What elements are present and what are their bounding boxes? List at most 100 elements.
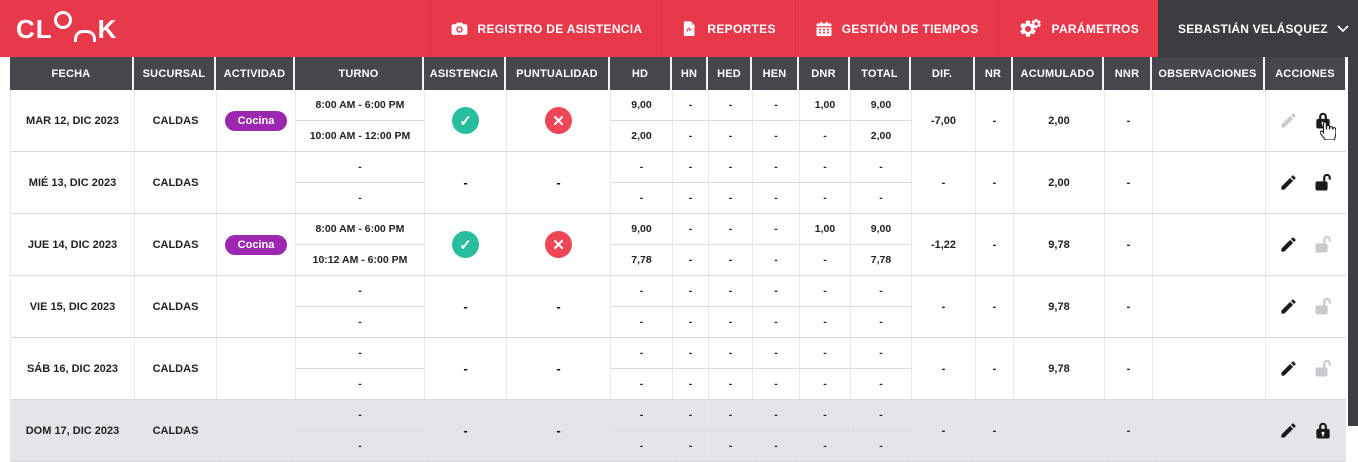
table-row: MIÉ 13, DIC 2023 CALDAS - - - - - - - - - - - - - - - - - -… bbox=[10, 152, 1346, 214]
edit-button[interactable] bbox=[1279, 173, 1298, 192]
column-header-nnr: NNR bbox=[1104, 57, 1152, 90]
total-value: 2,00 bbox=[870, 130, 892, 142]
cell-dif: - bbox=[912, 400, 976, 461]
hd-value: - bbox=[639, 440, 644, 452]
nav-menu: REGISTRO DE ASISTENCIA REPORTES GESTIÓN DE… bbox=[429, 0, 1158, 57]
cell-observaciones bbox=[1153, 90, 1266, 151]
hn-value: - bbox=[688, 316, 693, 328]
cell-asistencia: - bbox=[425, 152, 507, 213]
cell-nnr: - bbox=[1105, 276, 1153, 337]
cell-dnr: -- bbox=[800, 400, 851, 461]
lock-button[interactable] bbox=[1313, 111, 1333, 131]
edit-button[interactable] bbox=[1279, 421, 1298, 440]
column-header-acumulado: ACUMULADO bbox=[1013, 57, 1104, 90]
dnr-value: - bbox=[823, 130, 827, 142]
column-header-hen: HEN bbox=[752, 57, 799, 90]
nav-item-gesti-n-de-tiempos[interactable]: GESTIÓN DE TIEMPOS bbox=[794, 0, 998, 57]
user-menu[interactable]: SEBASTIÁN VELÁSQUEZ bbox=[1158, 0, 1358, 57]
dnr-value: - bbox=[823, 316, 827, 328]
cell-hen: -- bbox=[753, 338, 800, 399]
cell-fecha: JUE 14, DIC 2023 bbox=[11, 214, 135, 275]
hn-value: - bbox=[673, 338, 708, 369]
hen-value: - bbox=[753, 276, 799, 307]
cell-total: -- bbox=[851, 276, 912, 337]
lock-button[interactable] bbox=[1313, 421, 1333, 441]
cell-hn: -- bbox=[673, 276, 709, 337]
column-header-observaciones: OBSERVACIONES bbox=[1152, 57, 1265, 90]
cell-actividad bbox=[217, 152, 296, 213]
cell-total: -- bbox=[851, 152, 912, 213]
nav-item-label: REPORTES bbox=[707, 21, 776, 36]
hed-value: - bbox=[728, 440, 733, 452]
hed-value: - bbox=[709, 400, 752, 431]
edit-button[interactable] bbox=[1279, 111, 1298, 130]
attendance-table: FECHA SUCURSAL ACTIVIDAD TURNO ASISTENCIA PUN… bbox=[10, 57, 1346, 462]
cell-actividad bbox=[217, 400, 296, 461]
vertical-scrollbar[interactable] bbox=[1348, 57, 1358, 426]
hed-value: - bbox=[709, 90, 752, 121]
hen-value: - bbox=[774, 130, 778, 142]
turno-value: - bbox=[358, 192, 362, 204]
table-header-row: FECHA SUCURSAL ACTIVIDAD TURNO ASISTENCIA PUN… bbox=[10, 57, 1346, 90]
dnr-value: - bbox=[800, 276, 850, 307]
cell-sucursal: CALDAS bbox=[135, 276, 217, 337]
nav-item-label: REGISTRO DE ASISTENCIA bbox=[477, 21, 643, 36]
cell-hd: -- bbox=[611, 338, 673, 399]
unlock-button[interactable] bbox=[1313, 173, 1333, 193]
cell-acumulado: 9,78 bbox=[1014, 338, 1105, 399]
edit-button[interactable] bbox=[1279, 359, 1298, 378]
cell-observaciones bbox=[1153, 276, 1266, 337]
asistencia-empty-dash: - bbox=[463, 175, 468, 190]
total-value: - bbox=[879, 378, 883, 390]
nav-item-label: PARÁMETROS bbox=[1051, 21, 1139, 36]
hn-value: - bbox=[673, 152, 708, 183]
table-row: DOM 17, DIC 2023 CALDAS - - - - - - - - - - - - - - - - - -… bbox=[10, 400, 1346, 462]
cell-puntualidad: ✕ bbox=[507, 90, 611, 151]
turno-value: 10:12 AM - 6:00 PM bbox=[312, 254, 408, 266]
total-value: - bbox=[851, 152, 911, 183]
cell-observaciones bbox=[1153, 400, 1266, 461]
dnr-value: - bbox=[823, 192, 827, 204]
unlock-button[interactable] bbox=[1313, 359, 1333, 379]
cell-observaciones bbox=[1153, 338, 1266, 399]
hed-value: - bbox=[709, 214, 752, 245]
column-header-turno: TURNO bbox=[295, 57, 424, 90]
cell-fecha: SÁB 16, DIC 2023 bbox=[11, 338, 135, 399]
dnr-value: 1,00 bbox=[800, 90, 850, 121]
puntualidad-empty-dash: - bbox=[556, 361, 561, 376]
cell-hed: -- bbox=[709, 338, 753, 399]
table-row: SÁB 16, DIC 2023 CALDAS - - - - - - - - - - - - - - - - - -… bbox=[10, 338, 1346, 400]
hn-value: - bbox=[673, 276, 708, 307]
cell-nnr: - bbox=[1105, 400, 1153, 461]
attendance-check-icon: ✓ bbox=[452, 107, 479, 134]
unlock-button[interactable] bbox=[1313, 297, 1333, 317]
nav-item-reportes[interactable]: REPORTES bbox=[661, 0, 794, 57]
hen-value: - bbox=[774, 254, 778, 266]
cell-total: 9,00 2,00 bbox=[851, 90, 912, 151]
cell-dnr: -- bbox=[800, 276, 851, 337]
dnr-value: - bbox=[800, 338, 850, 369]
punctuality-cross-icon: ✕ bbox=[545, 231, 572, 258]
nav-item-par-metros[interactable]: PARÁMETROS bbox=[997, 0, 1158, 57]
cell-acumulado: 2,00 bbox=[1014, 90, 1105, 151]
column-header-hed: HED bbox=[708, 57, 752, 90]
hd-value: - bbox=[611, 400, 672, 431]
logo-o-arc-icon bbox=[73, 29, 96, 42]
hn-value: - bbox=[688, 440, 693, 452]
total-value: - bbox=[879, 440, 883, 452]
cell-sucursal: CALDAS bbox=[135, 152, 217, 213]
cell-turno: -- bbox=[296, 400, 425, 461]
cell-nnr: - bbox=[1105, 152, 1153, 213]
edit-button[interactable] bbox=[1279, 297, 1298, 316]
unlock-button[interactable] bbox=[1313, 235, 1333, 255]
cell-dif: - bbox=[912, 152, 976, 213]
activity-badge: Cocina bbox=[224, 234, 288, 255]
cell-hen: -- bbox=[753, 214, 800, 275]
cell-acumulado: 2,00 bbox=[1014, 152, 1105, 213]
edit-button[interactable] bbox=[1279, 235, 1298, 254]
cell-turno: -- bbox=[296, 338, 425, 399]
nav-item-registro-de-asistencia[interactable]: REGISTRO DE ASISTENCIA bbox=[429, 0, 662, 57]
hd-value: - bbox=[611, 338, 672, 369]
turno-value: - bbox=[358, 440, 362, 452]
asistencia-empty-dash: - bbox=[463, 299, 468, 314]
